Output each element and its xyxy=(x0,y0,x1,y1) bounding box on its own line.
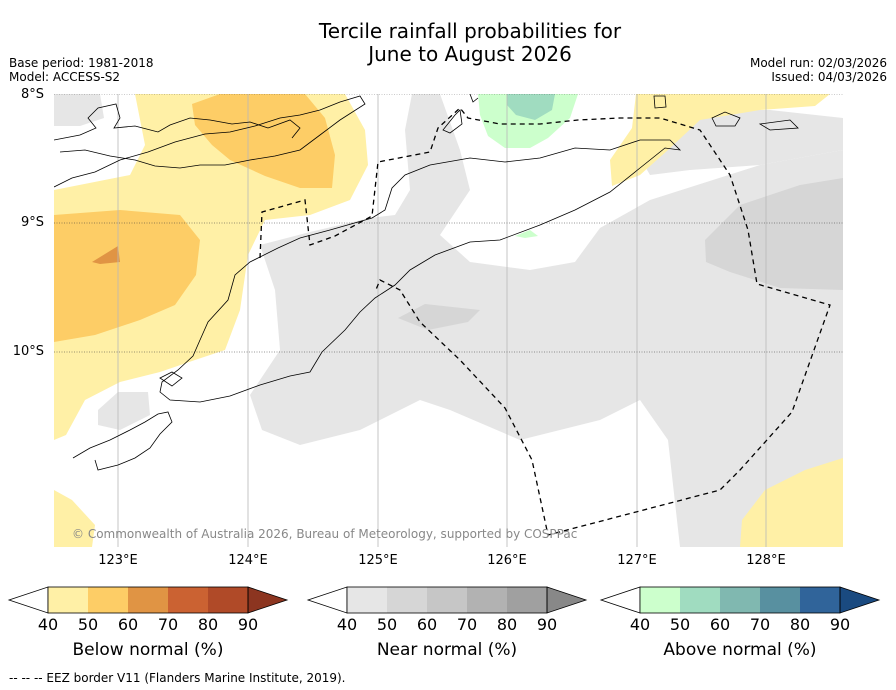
colorbar-below-segment-4 xyxy=(168,587,208,613)
below-normal-region-east xyxy=(610,94,830,186)
colorbar-below-segment-2 xyxy=(88,587,128,613)
above-tick-80: 80 xyxy=(789,615,811,634)
near-normal-region-topleft xyxy=(54,94,104,126)
alor-island xyxy=(442,109,463,134)
above-tick-90: 90 xyxy=(829,615,851,634)
small-island-coastline xyxy=(653,95,667,109)
lat-label-9: 9°S xyxy=(20,215,44,230)
near-normal-50-region xyxy=(705,178,843,290)
below-normal-50-region-north xyxy=(192,94,335,188)
colorbar-above-outline xyxy=(639,586,841,614)
below-normal-label: Below normal (%) xyxy=(72,640,224,660)
below-normal-60-region xyxy=(92,246,120,264)
colorbar-above-segment-5 xyxy=(800,587,840,613)
lon-label-123: 123°E xyxy=(98,553,138,568)
colorbar-above-normal xyxy=(599,586,881,614)
colorbar-below-outline xyxy=(47,586,249,614)
colorbar-above-segment-3 xyxy=(720,587,760,613)
lon-label-128: 128°E xyxy=(746,553,786,568)
above-normal-region xyxy=(478,94,578,148)
above-normal-region-small xyxy=(515,230,538,238)
near-normal-region-small xyxy=(98,392,150,430)
meta-left: Base period: 1981-2018 Model: ACCESS-S2 xyxy=(9,56,154,84)
near-tick-90: 90 xyxy=(536,615,558,634)
colorbar-near-normal xyxy=(306,586,588,614)
colorbar-near-segment-2 xyxy=(387,587,427,613)
timor-coastline xyxy=(159,139,682,403)
above-tick-40: 40 xyxy=(629,615,651,634)
near-normal-50-region-small xyxy=(398,304,480,330)
below-tick-90: 90 xyxy=(237,615,259,634)
lon-label-124: 124°E xyxy=(228,553,268,568)
issued-date: Issued: 04/03/2026 xyxy=(771,70,887,84)
colorbar-near-segment-4 xyxy=(467,587,507,613)
small-island-east xyxy=(711,111,741,127)
near-tick-80: 80 xyxy=(496,615,518,634)
flores-coastline xyxy=(54,95,366,188)
above-normal-50-region xyxy=(507,94,555,120)
lon-label-126: 126°E xyxy=(487,553,527,568)
above-tick-60: 60 xyxy=(709,615,731,634)
lon-label-127: 127°E xyxy=(617,553,657,568)
colorbar-near-segment-1 xyxy=(347,587,387,613)
colorbar-above-segment-4 xyxy=(760,587,800,613)
base-period: Base period: 1981-2018 xyxy=(9,56,154,70)
colorbar-below-segment-5 xyxy=(208,587,248,613)
colorbar-below-normal xyxy=(7,586,289,614)
title-line-1: Tercile rainfall probabilities for xyxy=(318,19,622,43)
flores-north-coastline xyxy=(54,103,301,141)
below-tick-80: 80 xyxy=(197,615,219,634)
near-tick-60: 60 xyxy=(416,615,438,634)
chart-title: Tercile rainfall probabilities for June … xyxy=(0,20,896,66)
eez-footnote: -- -- -- EEZ border V11 (Flanders Marine… xyxy=(9,671,346,685)
title-line-2: June to August 2026 xyxy=(368,42,572,66)
colorbar-below-segment-3 xyxy=(128,587,168,613)
near-tick-70: 70 xyxy=(456,615,478,634)
below-tick-60: 60 xyxy=(117,615,139,634)
colorbar-near-segment-3 xyxy=(427,587,467,613)
near-tick-50: 50 xyxy=(376,615,398,634)
lat-label-8: 8°S xyxy=(20,87,44,102)
gridlines xyxy=(117,94,767,547)
below-tick-40: 40 xyxy=(37,615,59,634)
below-normal-50-region-west xyxy=(54,210,200,342)
colorbar-below-segment-1 xyxy=(48,587,88,613)
sumba-coastline xyxy=(72,411,173,471)
below-normal-region-southwest xyxy=(54,490,95,547)
meta-right: Model run: 02/03/2026 Issued: 04/03/2026 xyxy=(750,56,887,84)
near-tick-40: 40 xyxy=(336,615,358,634)
model-name: Model: ACCESS-S2 xyxy=(9,70,121,84)
colorbar-above-segment-1 xyxy=(640,587,680,613)
above-tick-70: 70 xyxy=(749,615,771,634)
small-island-east-2 xyxy=(758,119,799,131)
lat-label-10: 10°S xyxy=(12,344,44,359)
below-tick-50: 50 xyxy=(77,615,99,634)
above-normal-label: Above normal (%) xyxy=(663,640,817,660)
above-tick-50: 50 xyxy=(669,615,691,634)
coastlines xyxy=(54,94,799,471)
near-normal-label: Near normal (%) xyxy=(376,640,518,660)
colorbar-near-outline xyxy=(346,586,548,614)
colorbar-above-upper-triangle xyxy=(839,586,881,614)
below-tick-70: 70 xyxy=(157,615,179,634)
lat-gridlines xyxy=(54,94,843,353)
colorbar-near-segment-5 xyxy=(507,587,547,613)
model-run: Model run: 02/03/2026 xyxy=(749,56,887,70)
colorbar-near-lower-triangle xyxy=(306,586,348,614)
colorbar-above-lower-triangle xyxy=(599,586,641,614)
eez-border xyxy=(259,107,831,536)
colorbar-below-upper-triangle xyxy=(247,586,289,614)
northern-island xyxy=(469,94,479,103)
colorbar-near-upper-triangle xyxy=(546,586,588,614)
map-area: © Commonwealth of Australia 2026, Bureau… xyxy=(54,94,843,547)
copyright-text: © Commonwealth of Australia 2026, Bureau… xyxy=(72,527,577,541)
near-normal-region xyxy=(250,94,843,547)
lon-label-125: 125°E xyxy=(358,553,398,568)
colorbar-above-segment-2 xyxy=(680,587,720,613)
colorbars-svg xyxy=(7,586,881,614)
colorbar-below-lower-triangle xyxy=(7,586,49,614)
small-island-west xyxy=(159,371,183,387)
